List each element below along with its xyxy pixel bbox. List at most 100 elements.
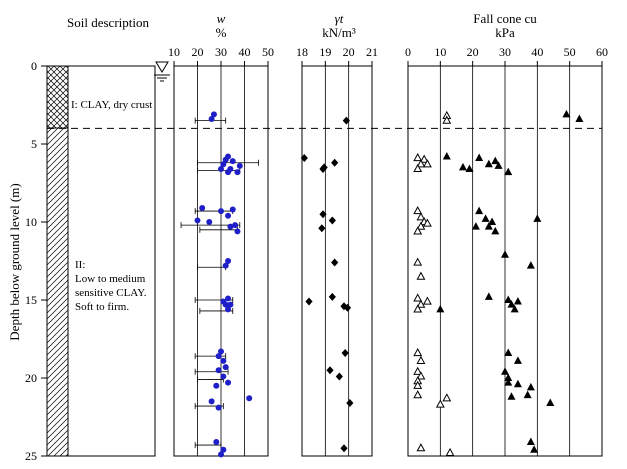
unit-weight-point xyxy=(328,216,336,225)
cu-remoulded-point xyxy=(442,393,452,402)
cu-remoulded-point xyxy=(416,355,426,364)
unit-weight-point xyxy=(300,154,308,163)
cu-remoulded-point xyxy=(413,366,423,375)
cu-undisturbed-point xyxy=(526,382,535,391)
cu-remoulded-point xyxy=(413,390,423,399)
cu-undisturbed-point xyxy=(442,151,451,160)
soil-description-header: Soil description xyxy=(67,15,149,30)
water-content-panel: w % 10 20 30 40 50 xyxy=(168,11,274,458)
water-content-point xyxy=(220,357,227,364)
water-content-point xyxy=(215,353,222,360)
layer-1-label: I: CLAY, dry crust xyxy=(71,99,152,111)
w-tick-label: 20 xyxy=(192,45,204,59)
cu-undisturbed-point xyxy=(475,206,484,215)
water-content-point xyxy=(229,158,236,165)
unit-weight-panel: γt kN/m³ 18 19 20 21 xyxy=(296,11,378,457)
cu-undisturbed-point xyxy=(491,226,500,235)
cu-undisturbed-point xyxy=(501,367,509,375)
depth-tick-label: 10 xyxy=(25,215,37,229)
cu-tick-label: 60 xyxy=(596,45,608,59)
water-content-point xyxy=(210,111,217,118)
cu-undisturbed-point xyxy=(575,114,584,123)
water-content-point xyxy=(218,348,224,355)
cu-undisturbed-point xyxy=(501,250,509,258)
cu-undisturbed-point xyxy=(436,304,445,313)
unit-weight-point xyxy=(343,303,352,312)
unit-weight-point xyxy=(319,210,327,219)
cu-remoulded-point xyxy=(413,347,423,357)
cu-undisturbed-point xyxy=(533,214,542,222)
cu-tick-label: 40 xyxy=(531,45,543,59)
unit-weight-point xyxy=(331,258,339,267)
water-content-point xyxy=(215,404,222,411)
water-content-title-line-2: % xyxy=(216,25,227,40)
gamma-tick-label: 20 xyxy=(343,45,355,59)
water-content-point xyxy=(208,398,215,405)
water-content-point xyxy=(222,364,229,371)
water-content-point xyxy=(213,382,220,389)
cu-remoulded-point xyxy=(413,293,423,302)
water-content-point xyxy=(213,438,220,445)
cu-tick-label: 20 xyxy=(467,45,479,59)
cu-undisturbed-point xyxy=(488,217,497,225)
cu-undisturbed-point xyxy=(484,222,493,230)
cu-undisturbed-point xyxy=(504,373,513,381)
layer-2-label-line-3: sensitive CLAY. xyxy=(75,287,147,299)
cu-undisturbed-point xyxy=(513,379,522,388)
cu-remoulded-point xyxy=(435,399,445,408)
water-content-point xyxy=(225,295,232,302)
cu-undisturbed-point xyxy=(458,162,467,171)
layer-2-label-line-4: Soft to firm. xyxy=(75,301,129,313)
unit-weight-point xyxy=(340,444,348,453)
cu-remoulded-point xyxy=(416,371,426,380)
unit-weight-point xyxy=(326,366,334,375)
water-content-title-line-1: w xyxy=(217,11,226,26)
cu-tick-label: 50 xyxy=(564,45,576,59)
cu-undisturbed-point xyxy=(471,222,480,230)
cu-undisturbed-point xyxy=(494,161,503,169)
water-content-point xyxy=(222,156,229,163)
water-content-point xyxy=(215,367,222,374)
unit-weight-title-line-1: γt xyxy=(335,11,344,26)
depth-tick-label: 5 xyxy=(31,137,37,151)
cu-undisturbed-point xyxy=(523,390,532,399)
layer-2-label-line-1: II: xyxy=(75,259,85,271)
cu-undisturbed-point xyxy=(510,304,519,313)
cu-undisturbed-point xyxy=(504,167,513,176)
unit-weight-point xyxy=(328,292,336,301)
water-content-point xyxy=(234,169,241,176)
fall-cone-title-line-1: Fall cone cu xyxy=(473,11,537,26)
cu-remoulded-point xyxy=(413,304,423,313)
water-content-point xyxy=(225,379,232,386)
water-content-point xyxy=(199,204,206,211)
cu-undisturbed-point xyxy=(504,378,513,386)
cu-undisturbed-point xyxy=(484,159,493,168)
cu-undisturbed-point xyxy=(526,437,535,445)
water-content-point xyxy=(206,219,213,225)
depth-tick-label: 20 xyxy=(25,371,37,385)
cu-remoulded-point xyxy=(416,159,426,168)
water-content-point xyxy=(227,223,234,230)
cu-undisturbed-point xyxy=(513,297,522,305)
cu-tick-label: 10 xyxy=(434,45,446,59)
depth-tick-label: 0 xyxy=(31,59,37,73)
water-content-point xyxy=(229,206,236,213)
water-content-point xyxy=(225,212,232,219)
cu-remoulded-point xyxy=(416,212,426,221)
unit-weight-title-line-2: kN/m³ xyxy=(322,25,356,40)
water-content-point xyxy=(225,169,232,176)
cu-undisturbed-point xyxy=(513,356,522,364)
cu-undisturbed-point xyxy=(530,445,539,453)
water-content-point xyxy=(236,162,243,169)
depth-tick-label: 15 xyxy=(25,293,37,307)
water-content-point xyxy=(218,208,224,215)
cu-remoulded-point xyxy=(416,443,426,452)
cu-undisturbed-point xyxy=(507,300,516,308)
gamma-panel-frame xyxy=(301,65,373,457)
clay-layer-hatch xyxy=(46,127,69,457)
groundwater-level-icon xyxy=(154,61,170,82)
cu-remoulded-point xyxy=(416,271,426,280)
cu-undisturbed-point xyxy=(562,109,571,118)
cu-remoulded-point xyxy=(413,152,423,162)
depth-axis: Depth below ground level (m) 0 5 10 15 20 25 xyxy=(7,59,47,463)
